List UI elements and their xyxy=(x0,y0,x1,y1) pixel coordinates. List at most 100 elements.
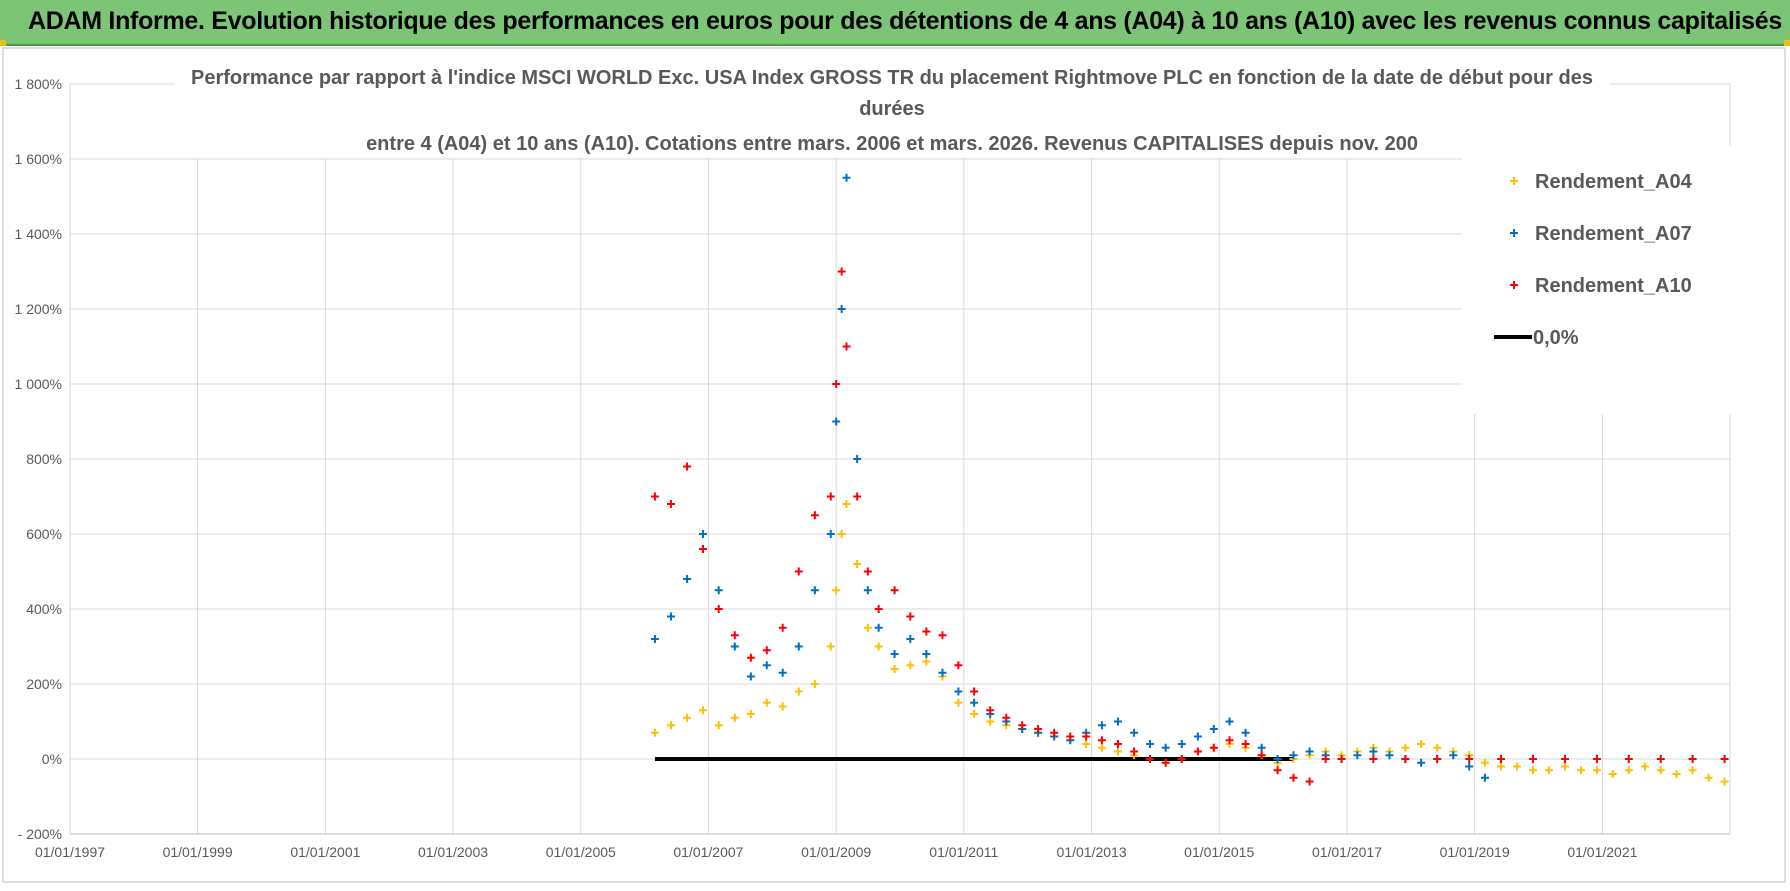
data-point xyxy=(1624,766,1633,775)
data-point xyxy=(1560,755,1569,763)
data-point xyxy=(1656,766,1665,775)
data-point xyxy=(954,698,963,707)
data-point xyxy=(906,661,915,670)
data-point xyxy=(1145,755,1154,763)
data-point xyxy=(1241,728,1250,737)
x-tick-label: 01/01/2015 xyxy=(1184,844,1254,860)
chart-title-block: Performance par rapport à l'indice MSCI … xyxy=(175,58,1610,158)
corner-marker-right xyxy=(1784,40,1790,46)
x-tick-label: 01/01/2005 xyxy=(546,844,616,860)
y-tick-label: - 200% xyxy=(18,826,62,842)
data-point xyxy=(1113,717,1122,726)
data-point xyxy=(1130,728,1139,737)
data-point xyxy=(1497,755,1505,763)
data-point xyxy=(1289,751,1298,760)
data-point xyxy=(762,698,771,707)
chart-subtitle: entre 4 (A04) et 10 ans (A10). Cotations… xyxy=(366,133,1418,155)
y-tick-label: 1 000% xyxy=(15,376,62,392)
legend-label: Rendement_A04 xyxy=(1535,171,1693,193)
x-axis: 01/01/1997 01/01/1999 01/01/2001 01/01/2003… xyxy=(35,844,1638,860)
data-point xyxy=(832,380,841,388)
data-point xyxy=(1465,755,1474,763)
y-tick-label: 1 400% xyxy=(15,226,62,242)
data-point xyxy=(1577,766,1586,775)
legend-label: Rendement_A10 xyxy=(1535,275,1692,297)
data-point xyxy=(832,417,841,426)
data-point xyxy=(1209,725,1218,733)
y-tick-label: 200% xyxy=(26,676,62,692)
data-point xyxy=(1513,762,1522,771)
data-point xyxy=(1130,747,1139,756)
data-point xyxy=(1097,736,1106,745)
data-point xyxy=(778,668,787,677)
legend: Rendement_A04 Rendement_A07 Rendement_A10 0… xyxy=(1462,146,1732,414)
data-point xyxy=(1145,740,1154,748)
data-point xyxy=(1417,758,1426,767)
legend-box xyxy=(1462,146,1732,414)
data-point xyxy=(1225,717,1234,726)
data-point xyxy=(1209,743,1218,752)
data-point xyxy=(1337,755,1346,763)
data-point xyxy=(1624,755,1633,763)
data-point xyxy=(890,650,899,658)
data-point xyxy=(874,623,883,632)
data-point xyxy=(986,717,995,726)
y-tick-label: 1 800% xyxy=(15,76,62,92)
data-point xyxy=(683,575,692,583)
data-point xyxy=(1656,755,1665,763)
data-point xyxy=(794,567,803,576)
data-point xyxy=(794,642,803,651)
data-point xyxy=(1608,770,1617,778)
data-point xyxy=(1720,777,1729,786)
data-point xyxy=(842,342,851,351)
data-point xyxy=(714,586,723,595)
data-point xyxy=(1672,770,1681,778)
data-point xyxy=(1050,728,1059,737)
data-point xyxy=(810,511,819,520)
data-point xyxy=(1082,740,1091,748)
data-point xyxy=(1002,713,1011,722)
data-point xyxy=(762,646,771,655)
x-tick-label: 01/01/2019 xyxy=(1440,844,1510,860)
data-point xyxy=(1704,773,1713,782)
series-Rendement_A10 xyxy=(650,267,1729,786)
data-point xyxy=(1544,766,1553,775)
y-tick-label: 600% xyxy=(26,526,62,542)
data-point xyxy=(1560,762,1569,771)
data-point xyxy=(970,687,979,696)
data-point xyxy=(1353,751,1362,760)
data-point xyxy=(826,642,835,651)
data-point xyxy=(1225,736,1234,745)
data-point xyxy=(1305,747,1314,756)
data-point xyxy=(762,661,771,670)
data-point xyxy=(1289,773,1298,782)
data-point xyxy=(1257,743,1266,752)
data-point xyxy=(1640,762,1649,771)
data-point xyxy=(1385,751,1394,760)
data-point xyxy=(832,586,841,595)
data-point xyxy=(954,661,963,670)
chart: - 200% 0% 200% 400% 600% 800% 1 000% 1 200% 1 40… xyxy=(2,47,1786,883)
data-point xyxy=(1465,762,1474,771)
data-point xyxy=(666,500,675,508)
y-tick-label: 1 600% xyxy=(15,151,62,167)
y-tick-label: 1 200% xyxy=(15,301,62,317)
data-point xyxy=(1592,766,1601,775)
data-point xyxy=(1066,732,1075,741)
data-point xyxy=(837,530,846,538)
plot-marks xyxy=(650,173,1729,786)
data-point xyxy=(1401,755,1410,763)
data-point xyxy=(938,631,947,640)
data-point xyxy=(810,680,819,688)
data-point xyxy=(1177,740,1186,748)
data-point xyxy=(842,173,851,182)
x-tick-label: 01/01/2011 xyxy=(929,844,998,860)
data-point xyxy=(698,530,707,538)
data-point xyxy=(1161,758,1170,767)
data-point xyxy=(1161,743,1170,752)
data-point xyxy=(1401,743,1410,752)
data-point xyxy=(970,698,979,707)
x-tick-label: 01/01/2017 xyxy=(1312,844,1382,860)
data-point xyxy=(778,623,787,632)
data-point xyxy=(1433,743,1442,752)
